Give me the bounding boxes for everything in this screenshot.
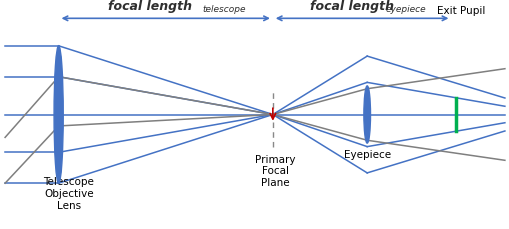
Text: Primary
Focal
Plane: Primary Focal Plane <box>254 155 295 188</box>
Text: Telescope
Objective
Lens: Telescope Objective Lens <box>43 177 94 211</box>
Text: eyepiece: eyepiece <box>384 5 425 14</box>
Ellipse shape <box>54 46 63 183</box>
Text: focal length: focal length <box>309 0 393 13</box>
Text: Eyepiece: Eyepiece <box>343 150 390 160</box>
Text: telescope: telescope <box>202 5 246 14</box>
Ellipse shape <box>363 86 370 143</box>
Text: focal length: focal length <box>108 0 192 13</box>
Text: Exit Pupil: Exit Pupil <box>437 6 485 16</box>
